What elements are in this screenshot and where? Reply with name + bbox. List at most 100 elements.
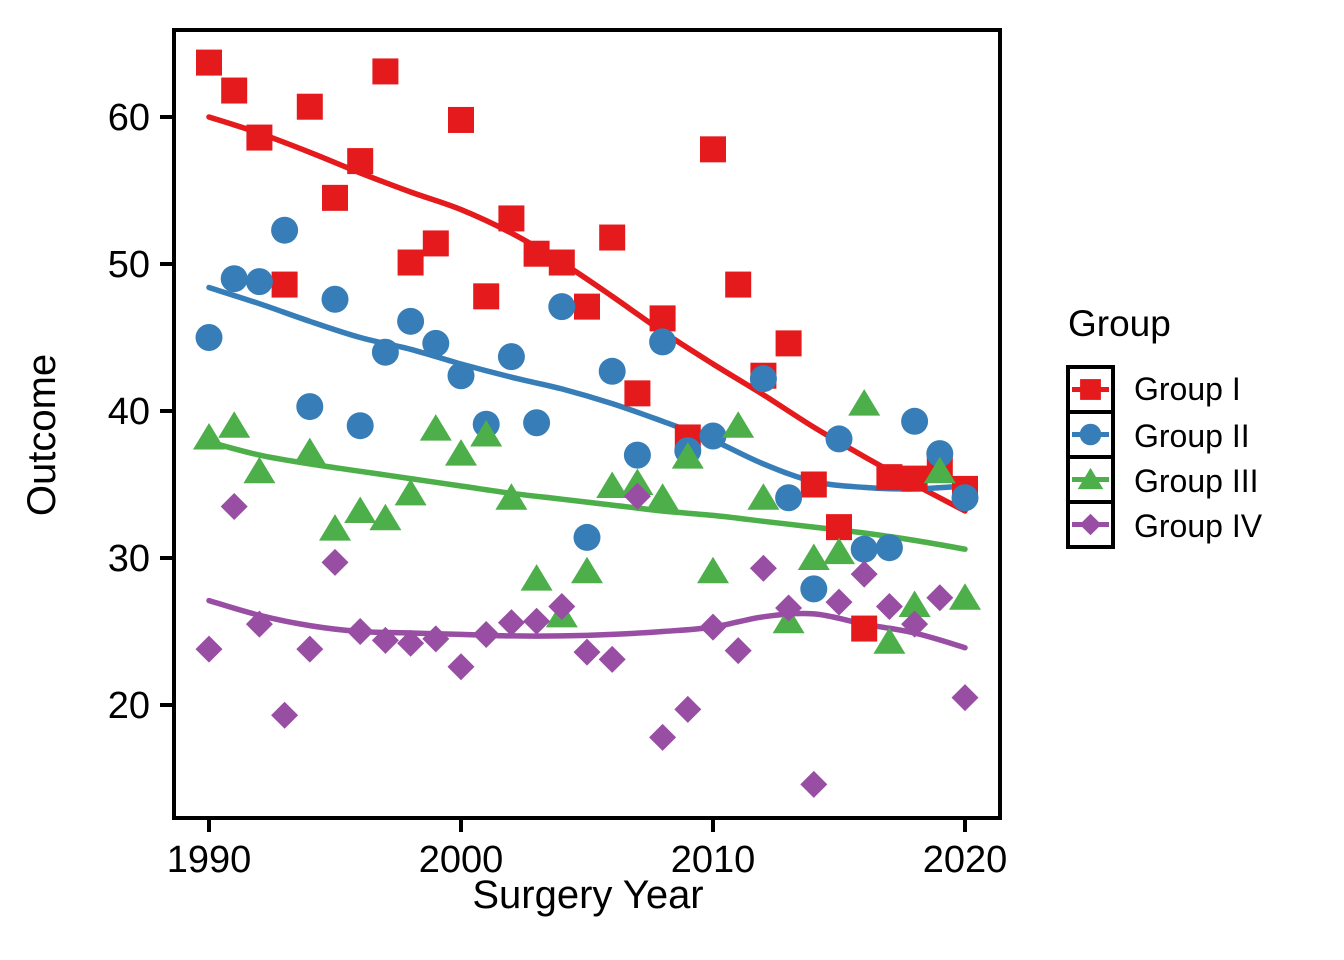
data-point-square (322, 184, 348, 211)
data-point-diamond (321, 548, 349, 576)
data-point-diamond (623, 482, 651, 510)
data-point-diamond (548, 593, 576, 621)
x-axis-title: Surgery Year (472, 873, 703, 917)
data-point-square (574, 293, 600, 320)
legend-label: Group II (1134, 418, 1250, 454)
data-point-triangle (671, 442, 704, 469)
data-point-circle (926, 440, 954, 468)
y-axis-title: Outcome (20, 354, 64, 516)
data-point-square (775, 330, 802, 357)
data-point-diamond (901, 610, 929, 638)
data-point-diamond (371, 626, 399, 654)
data-point-triangle (571, 556, 603, 584)
data-point-triangle (797, 543, 830, 570)
data-point-triangle (218, 411, 251, 438)
data-point-circle (623, 441, 651, 469)
legend-entry-group-ii: Group II (1066, 410, 1262, 459)
data-point-diamond (296, 635, 324, 663)
data-point-diamond (346, 618, 374, 645)
y-tick-label: 30 (108, 538, 150, 580)
data-point-diamond (674, 695, 702, 723)
data-point-triangle (319, 514, 351, 541)
data-point-square (548, 249, 575, 276)
data-point-diamond (195, 635, 223, 663)
smoother-path (206, 597, 968, 651)
legend-symbol (1072, 467, 1109, 490)
trend-line-group-ii (206, 284, 968, 492)
data-point-triangle (445, 439, 477, 466)
data-point-triangle (495, 483, 528, 510)
legend-label: Group IV (1134, 508, 1263, 544)
data-point-square (624, 380, 651, 407)
data-point-diamond (926, 584, 954, 612)
y-tick-label: 60 (108, 97, 150, 139)
y-tick-label: 40 (108, 391, 150, 433)
data-point-triangle (419, 414, 452, 441)
legend: Group Group I Group II Group III Group IV (1066, 303, 1262, 549)
data-point-triangle (621, 468, 654, 496)
data-point-square (422, 230, 449, 257)
data-point-triangle (722, 411, 755, 438)
legend-entry-group-iii: Group III (1066, 455, 1262, 504)
data-point-diamond (699, 613, 727, 641)
data-point-triangle (898, 590, 931, 618)
data-point-square (221, 77, 248, 104)
x-tick-label: 1990 (167, 839, 252, 881)
data-point-triangle (923, 456, 956, 484)
x-tick-label: 2000 (419, 839, 504, 881)
data-point-circle (245, 268, 273, 296)
data-point-square (196, 49, 222, 76)
x-tick-label: 2020 (923, 839, 1008, 881)
data-point-triangle (823, 537, 855, 565)
data-point-circle (749, 365, 777, 393)
data-point-square (523, 240, 550, 267)
trend-line-group-iv (206, 597, 968, 651)
data-point-square (246, 124, 273, 151)
data-point-diamond (875, 593, 903, 621)
data-point-diamond (497, 609, 525, 637)
data-point-diamond (397, 629, 425, 657)
data-point-triangle (747, 483, 780, 510)
data-point-triangle (193, 422, 225, 450)
data-point-circle (195, 324, 223, 351)
data-point-square (800, 471, 827, 498)
data-point-diamond (951, 684, 979, 712)
data-point-diamond (775, 594, 803, 622)
data-point-diamond (220, 493, 248, 521)
data-point-triangle (243, 456, 276, 484)
axis-ticks (160, 115, 967, 832)
data-point-square (498, 205, 525, 232)
data-point-circle (321, 285, 349, 313)
data-point-square (1080, 379, 1101, 400)
legend-key-triangle-icon (1066, 455, 1115, 504)
data-point-circle (598, 357, 626, 385)
data-point-triangle (520, 564, 553, 591)
data-point-triangle (646, 483, 679, 510)
data-point-diamond (800, 770, 828, 798)
data-point-diamond (1079, 513, 1102, 536)
series-group-iv (195, 482, 979, 798)
data-point-square (700, 136, 726, 163)
data-point-circle (573, 523, 601, 551)
legend-symbol (1072, 379, 1109, 400)
data-point-diamond (850, 560, 878, 588)
legend-entry-group-iv: Group IV (1066, 500, 1263, 549)
data-point-circle (371, 338, 399, 366)
data-point-square (599, 224, 626, 251)
data-point-diamond (825, 588, 853, 616)
data-point-circle (825, 425, 853, 453)
data-point-circle (775, 484, 803, 512)
data-point-circle (800, 575, 828, 603)
data-point-circle (875, 534, 903, 562)
data-point-square (649, 305, 676, 332)
data-point-diamond (472, 620, 500, 648)
data-point-triangle (293, 437, 326, 465)
data-point-triangle (1077, 467, 1104, 490)
y-tick-label: 20 (108, 685, 150, 727)
data-point-diamond (649, 723, 677, 751)
legend-key-square-icon (1066, 365, 1115, 414)
data-point-diamond (749, 554, 777, 582)
data-point-square (296, 93, 323, 120)
legend-key-circle-icon (1066, 410, 1115, 459)
